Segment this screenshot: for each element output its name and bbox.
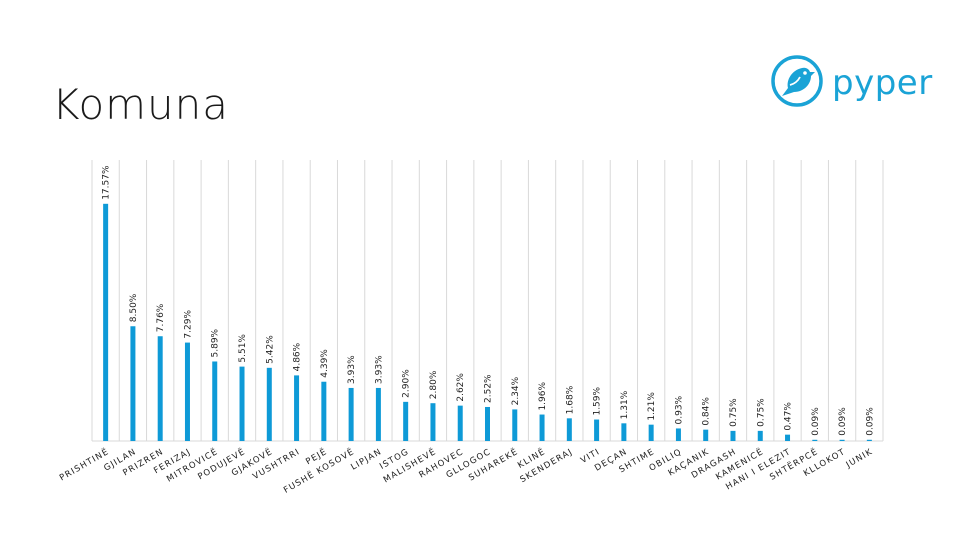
bar-29 [866, 439, 872, 441]
bar-19 [594, 419, 600, 441]
bar-7 [266, 367, 272, 441]
bar-16 [512, 409, 518, 441]
bar-17 [539, 414, 545, 441]
brand-name: pyper [832, 63, 933, 103]
data-label: 8.50% [129, 293, 139, 322]
bar-27 [812, 439, 818, 441]
data-label: 3.93% [374, 355, 384, 384]
bar-4 [184, 342, 190, 441]
data-label: 0.75% [756, 398, 766, 427]
data-label: 17.57% [102, 165, 112, 200]
bar-11 [375, 387, 381, 441]
bar-28 [839, 439, 845, 441]
data-label: 0.75% [729, 398, 739, 427]
bar-1 [103, 203, 109, 441]
data-label: 2.80% [429, 370, 439, 399]
data-label: 0.47% [784, 402, 794, 431]
data-label: 1.21% [647, 392, 657, 421]
data-label: 2.90% [402, 369, 412, 398]
data-label: 0.09% [811, 407, 821, 436]
data-label: 3.93% [347, 355, 357, 384]
bar-22 [675, 428, 681, 441]
data-label: 4.86% [293, 342, 303, 371]
bar-20 [621, 423, 627, 441]
bar-6 [239, 366, 245, 441]
data-label: 1.68% [565, 385, 575, 414]
bar-23 [703, 429, 709, 441]
bar-24 [730, 430, 736, 441]
bar-9 [321, 381, 327, 441]
data-label: 1.31% [620, 390, 630, 419]
bar-21 [648, 424, 654, 441]
category-label: JUNIK [844, 447, 875, 471]
data-label: 1.96% [538, 382, 548, 411]
bar-2 [130, 326, 136, 441]
bar-25 [757, 430, 763, 441]
page-title: Komuna [52, 80, 230, 129]
bar-12 [403, 401, 409, 441]
data-label: 7.76% [156, 303, 166, 332]
data-label: 0.84% [702, 397, 712, 426]
bar-8 [294, 375, 300, 441]
data-label: 5.51% [238, 334, 248, 363]
bar-5 [212, 361, 218, 441]
bar-15 [485, 406, 490, 441]
bar-10 [348, 387, 354, 441]
data-label: 7.29% [183, 310, 193, 339]
data-label: 2.62% [456, 373, 466, 402]
brand-logo: pyper [768, 52, 933, 114]
data-label: 0.09% [838, 407, 848, 436]
data-label: 0.93% [674, 395, 684, 424]
data-label: 4.39% [320, 349, 330, 378]
category-label: LIPJAN [349, 447, 384, 473]
data-label: 0.09% [865, 407, 875, 436]
bar-3 [157, 336, 163, 441]
data-label: 2.34% [511, 376, 521, 405]
data-label: 5.89% [211, 328, 221, 357]
bar-13 [430, 403, 436, 441]
bar-18 [566, 418, 572, 441]
data-label: 1.59% [593, 386, 603, 415]
data-label: 5.42% [265, 335, 275, 364]
bar-14 [457, 405, 463, 441]
bar-26 [785, 434, 791, 441]
bird-in-circle-icon [768, 52, 826, 114]
data-label: 2.52% [484, 374, 494, 403]
